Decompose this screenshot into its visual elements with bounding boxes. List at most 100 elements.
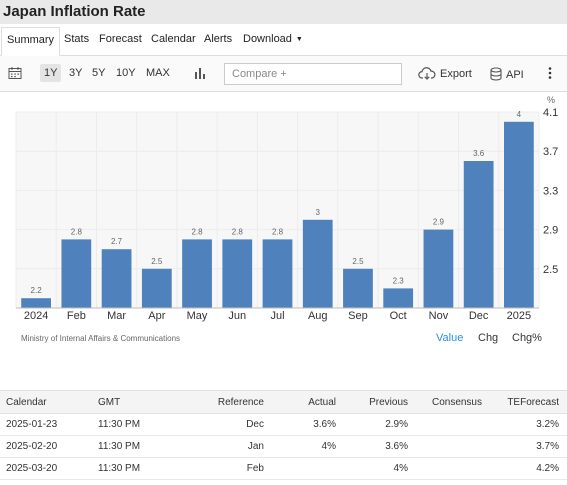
chart-bar — [463, 161, 494, 308]
bar-value-label: 4 — [517, 110, 522, 119]
cell-reference: Feb — [162, 457, 272, 480]
col-header-calendar: Calendar — [0, 390, 92, 414]
tab-forecast-label: Forecast — [99, 33, 142, 45]
chart-bar — [262, 239, 293, 308]
cell-calendar: 2025-03-20 — [0, 457, 92, 480]
cell-previous: 2.9% — [344, 413, 416, 436]
x-tick-label: Aug — [308, 310, 328, 322]
chart-bar — [343, 268, 373, 308]
tab-summary-label: Summary — [7, 34, 55, 46]
col-header-reference: Reference — [162, 390, 272, 414]
chart-bar — [21, 298, 52, 308]
x-tick-label: Sep — [348, 310, 368, 322]
page-title: Japan Inflation Rate — [3, 3, 146, 20]
x-tick-label: Dec — [469, 310, 489, 322]
col-header-consensus: Consensus — [416, 390, 490, 414]
x-tick-label: Mar — [107, 310, 126, 322]
tab-bar: Summary Stats Forecast Calendar Alerts D… — [0, 24, 567, 56]
table-row: 2025-03-20 11:30 PM Feb 4% 4.2% — [0, 457, 567, 480]
tab-calendar-label: Calendar — [151, 33, 196, 45]
tab-calendar[interactable]: Calendar — [151, 33, 196, 45]
tab-alerts[interactable]: Alerts — [204, 33, 232, 45]
bar-value-label: 2.8 — [191, 227, 203, 236]
x-tick-label: Apr — [148, 310, 165, 322]
cell-actual: 3.6% — [272, 413, 344, 436]
cell-calendar: 2025-02-20 — [0, 435, 92, 458]
cell-previous: 3.6% — [344, 435, 416, 458]
chart-bar — [383, 288, 414, 308]
bar-value-label: 3 — [316, 208, 321, 217]
bar-value-label: 2.5 — [151, 257, 163, 266]
y-unit-label: % — [547, 95, 555, 105]
bar-value-label: 2.8 — [71, 227, 83, 236]
tab-forecast[interactable]: Forecast — [99, 33, 142, 45]
chart-bar — [503, 121, 534, 308]
source-label: Ministry of Internal Affairs & Communica… — [21, 334, 181, 343]
toolbar: 1Y 3Y 5Y 10Y MAX Export API — [0, 56, 567, 92]
range-10y-button[interactable]: 10Y — [116, 67, 136, 79]
cell-reference: Dec — [162, 413, 272, 436]
x-tick-label: Jun — [228, 310, 246, 322]
bar-value-label: 2.8 — [272, 227, 284, 236]
more-vertical-icon[interactable] — [548, 67, 552, 82]
cell-teforecast: 4.2% — [490, 457, 567, 480]
tab-stats-label: Stats — [64, 33, 90, 45]
y-tick-label: 4.1 — [543, 107, 558, 119]
y-tick-label: 3.7 — [543, 146, 558, 158]
chart-bar — [61, 239, 92, 308]
cell-reference: Jan — [162, 435, 272, 458]
api-label: API — [506, 69, 524, 81]
cell-gmt: 11:30 PM — [92, 435, 162, 458]
tab-stats[interactable]: Stats — [64, 33, 89, 45]
title-bar: Japan Inflation Rate — [0, 0, 567, 24]
view-chg-button[interactable]: Chg — [478, 332, 499, 344]
tab-download[interactable]: Download ▼ — [243, 33, 303, 45]
inflation-chart: 4.1 3.7 3.3 2.9 2.5% 2.2 2024 2.8 Feb 2.7 Mar 2.5 Ap… — [0, 92, 567, 360]
y-tick-label: 2.9 — [543, 225, 558, 237]
x-tick-label: May — [187, 310, 208, 322]
chart-bar — [222, 239, 253, 308]
bar-value-label: 3.6 — [473, 149, 485, 158]
range-3y-button[interactable]: 3Y — [69, 67, 83, 79]
calendar-icon[interactable] — [8, 66, 22, 83]
caret-down-icon: ▼ — [295, 36, 303, 43]
table-row: 2025-01-23 11:30 PM Dec 3.6% 2.9% 3.2% — [0, 413, 567, 436]
chart-bar — [101, 249, 132, 308]
view-chgpct-button[interactable]: Chg% — [512, 332, 542, 344]
col-header-actual: Actual — [272, 390, 344, 414]
table-row: 2025-02-20 11:30 PM Jan 4% 3.6% 3.7% — [0, 435, 567, 458]
x-tick-label: Jul — [270, 310, 284, 322]
bar-value-label: 2.2 — [31, 286, 43, 295]
range-max-button[interactable]: MAX — [146, 67, 170, 79]
cell-previous: 4% — [344, 457, 416, 480]
x-tick-label: Oct — [390, 310, 407, 322]
bar-value-label: 2.7 — [111, 237, 123, 246]
cell-calendar: 2025-01-23 — [0, 413, 92, 436]
bar-value-label: 2.5 — [352, 257, 364, 266]
range-5y-button[interactable]: 5Y — [92, 67, 106, 79]
chart-svg: 4.1 3.7 3.3 2.9 2.5% 2.2 2024 2.8 Feb 2.7 Mar 2.5 Ap… — [15, 95, 558, 322]
tab-summary[interactable]: Summary — [1, 27, 61, 56]
chart-bar — [302, 219, 333, 308]
x-tick-label: 2025 — [507, 310, 531, 322]
compare-input[interactable] — [224, 63, 402, 85]
bar-value-label: 2.3 — [393, 276, 405, 285]
y-tick-label: 3.3 — [543, 185, 558, 197]
calendar-header-row: Calendar GMT Reference Actual Previous C… — [0, 390, 567, 414]
range-1y-button[interactable]: 1Y — [40, 64, 62, 82]
tab-alerts-label: Alerts — [204, 33, 233, 45]
api-button[interactable]: API — [490, 67, 524, 81]
calendar-table-wrap: Calendar GMT Reference Actual Previous C… — [0, 390, 567, 480]
x-tick-label: 2024 — [24, 310, 48, 322]
export-button[interactable]: Export — [418, 67, 472, 80]
view-value-button[interactable]: Value — [436, 332, 464, 344]
bar-chart-icon[interactable] — [193, 66, 207, 83]
bar-value-label: 2.8 — [232, 227, 244, 236]
database-icon — [490, 67, 502, 81]
cell-teforecast: 3.7% — [490, 435, 567, 458]
col-header-gmt: GMT — [92, 390, 162, 414]
export-label: Export — [440, 68, 472, 80]
bar-value-label: 2.9 — [433, 218, 445, 227]
calendar-table: Calendar GMT Reference Actual Previous C… — [0, 390, 567, 480]
cell-actual: 4% — [272, 435, 344, 458]
